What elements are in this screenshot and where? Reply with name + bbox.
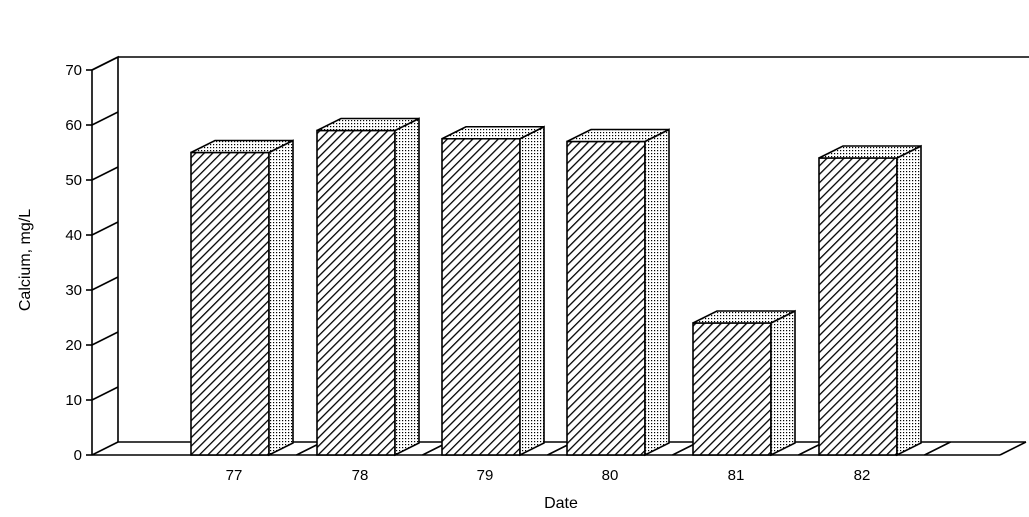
bar xyxy=(692,309,796,457)
bar-front xyxy=(190,151,270,456)
x-tick-label: 77 xyxy=(226,467,243,484)
bar-top xyxy=(566,128,670,143)
x-tick-label: 80 xyxy=(602,467,619,484)
bar-front xyxy=(441,137,521,456)
bar-top xyxy=(316,117,420,132)
x-tick-label: 78 xyxy=(352,467,369,484)
y-tick-depth xyxy=(91,111,119,126)
bar xyxy=(566,128,670,457)
bar-side xyxy=(896,144,922,457)
bar xyxy=(441,125,545,457)
x-axis-ticks: 77 78 79 80 81 82 xyxy=(226,441,951,484)
y-tick-label: 30 xyxy=(65,282,82,299)
bar xyxy=(818,144,922,457)
bar-top xyxy=(441,125,545,140)
bar-series xyxy=(190,117,922,457)
y-tick-label: 60 xyxy=(65,117,82,134)
x-tick-label: 79 xyxy=(477,467,494,484)
y-tick-depth xyxy=(91,276,119,291)
y-tick-label: 40 xyxy=(65,227,82,244)
bar-side xyxy=(268,139,294,457)
floor-right-edge xyxy=(999,441,1027,456)
bar-front xyxy=(566,140,646,456)
x-tick-separator xyxy=(924,441,951,456)
bar-top xyxy=(818,145,922,159)
x-tick-label: 81 xyxy=(728,467,745,484)
bar-top xyxy=(190,139,294,154)
y-tick-depth xyxy=(91,386,119,401)
y-tick-label: 0 xyxy=(74,447,82,464)
x-tick-label: 82 xyxy=(854,467,871,484)
y-tick-label: 70 xyxy=(65,62,82,79)
y-tick-label: 50 xyxy=(65,172,82,189)
bar-side xyxy=(519,125,545,457)
bar-side xyxy=(644,128,670,457)
x-axis-title: Date xyxy=(544,495,578,512)
bar-front xyxy=(818,157,898,456)
y-tick-depth xyxy=(91,441,119,456)
bar-front xyxy=(692,322,772,456)
bar-side xyxy=(770,309,796,457)
bar xyxy=(190,139,294,457)
left-wall xyxy=(91,55,119,455)
bar-top xyxy=(692,310,796,324)
y-tick-depth xyxy=(91,166,119,181)
bar xyxy=(316,117,420,457)
bar-side xyxy=(394,117,420,457)
y-axis-ticks: 0 10 20 30 40 50 60 70 xyxy=(65,56,119,464)
y-tick-label: 10 xyxy=(65,392,82,409)
y-axis-title: Calcium, mg/L xyxy=(17,209,34,311)
y-tick-depth xyxy=(91,221,119,236)
y-tick-label: 20 xyxy=(65,337,82,354)
bar-front xyxy=(316,129,396,456)
y-tick-depth xyxy=(91,331,119,346)
y-tick-depth xyxy=(91,56,119,71)
